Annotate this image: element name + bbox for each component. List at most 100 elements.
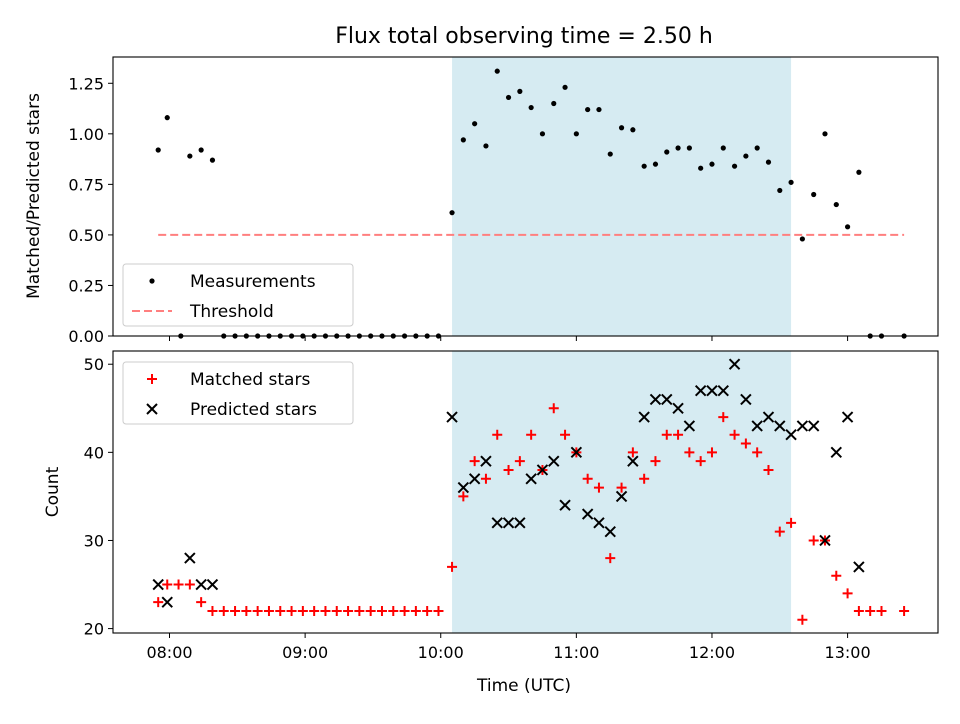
matched-star-point bbox=[207, 605, 218, 616]
measurement-point bbox=[788, 179, 794, 185]
matched-star-point bbox=[684, 447, 695, 458]
measurement-point bbox=[641, 163, 647, 169]
measurement-point bbox=[187, 153, 193, 159]
predicted-star-point bbox=[706, 384, 718, 397]
y-tick-label: 1.25 bbox=[68, 74, 104, 93]
matched-star-point bbox=[503, 464, 514, 475]
matched-star-point bbox=[480, 473, 491, 484]
predicted-star-point bbox=[152, 578, 164, 591]
measurement-point bbox=[731, 163, 738, 169]
legend-label: Matched stars bbox=[190, 370, 310, 390]
matched-star-point bbox=[433, 605, 444, 616]
panel-ratio-marks bbox=[155, 68, 907, 339]
matched-star-point bbox=[230, 605, 241, 616]
predicted-star-point bbox=[468, 473, 481, 485]
matched-star-point bbox=[388, 605, 399, 616]
predicted-star-point bbox=[615, 490, 628, 503]
matched-star-point bbox=[162, 579, 173, 590]
predicted-star-point bbox=[570, 446, 583, 459]
measurement-point bbox=[754, 145, 760, 151]
matched-star-point bbox=[275, 605, 286, 616]
matched-star-point bbox=[774, 526, 785, 537]
predicted-star-point bbox=[604, 525, 616, 538]
predicted-star-point bbox=[184, 552, 196, 564]
matched-star-point bbox=[365, 605, 376, 616]
predicted-star-point bbox=[457, 481, 470, 494]
measurement-point bbox=[562, 84, 568, 90]
predicted-star-point bbox=[683, 420, 696, 432]
measurement-point bbox=[686, 145, 692, 151]
measurement-point bbox=[856, 169, 862, 175]
measurement-point bbox=[743, 153, 749, 159]
predicted-star-point bbox=[751, 420, 763, 432]
matched-star-point bbox=[196, 597, 207, 608]
measurement-point bbox=[209, 157, 216, 163]
legend-dot-marker bbox=[149, 278, 155, 284]
y-tick-label: 0.00 bbox=[68, 327, 104, 346]
matched-star-point bbox=[695, 456, 706, 467]
matched-star-point bbox=[399, 605, 410, 616]
predicted-star-point bbox=[819, 534, 831, 547]
measurement-point bbox=[618, 125, 625, 131]
measurement-point bbox=[709, 161, 715, 167]
matched-star-point bbox=[740, 438, 751, 449]
predicted-star-point bbox=[830, 446, 842, 459]
predicted-star-point bbox=[807, 420, 820, 432]
matched-star-point bbox=[514, 456, 525, 467]
legend-box bbox=[122, 263, 354, 327]
measurement-point bbox=[517, 88, 523, 94]
predicted-star-point bbox=[559, 499, 571, 511]
matched-star-point bbox=[354, 605, 365, 616]
matched-star-point bbox=[718, 412, 729, 423]
measurement-point bbox=[551, 100, 557, 107]
legend-ratio: Measurements Threshold bbox=[122, 263, 354, 327]
matched-star-point bbox=[661, 429, 672, 440]
matched-star-point bbox=[605, 553, 616, 564]
matched-star-point bbox=[320, 605, 331, 616]
matched-star-point bbox=[422, 605, 433, 616]
predicted-star-point bbox=[694, 384, 707, 397]
predicted-star-point bbox=[548, 455, 560, 467]
x-tick-label: 11:00 bbox=[553, 643, 599, 662]
y-tick-label: 0.75 bbox=[68, 175, 104, 194]
predicted-star-point bbox=[774, 420, 786, 432]
measurement-point bbox=[799, 236, 805, 242]
predicted-star-point bbox=[638, 411, 650, 423]
matched-star-point bbox=[263, 605, 274, 616]
y-tick-label: 1.00 bbox=[68, 125, 104, 144]
predicted-star-point bbox=[491, 517, 503, 529]
matched-star-point bbox=[297, 605, 308, 616]
measurement-point bbox=[528, 104, 534, 111]
matched-star-point bbox=[673, 429, 684, 440]
chart-title: Flux total observing time = 2.50 h bbox=[335, 24, 713, 49]
measurement-point bbox=[664, 149, 670, 155]
matched-star-point bbox=[865, 605, 876, 616]
predicted-star-point bbox=[649, 393, 662, 406]
predicted-star-point bbox=[728, 358, 741, 370]
x-tick-label: 08:00 bbox=[146, 643, 192, 662]
x-tick-label: 10:00 bbox=[418, 643, 464, 662]
legend-label: Predicted stars bbox=[190, 400, 317, 420]
predicted-star-point bbox=[672, 402, 684, 414]
matched-star-point bbox=[616, 482, 627, 493]
measurement-point bbox=[720, 145, 726, 151]
measurement-point bbox=[573, 131, 579, 137]
y-tick-label: 20 bbox=[84, 620, 104, 639]
y-tick-label: 0.50 bbox=[68, 226, 104, 245]
predicted-star-point bbox=[740, 393, 752, 406]
legend-label: Measurements bbox=[190, 272, 316, 292]
measurement-point bbox=[483, 143, 489, 149]
matched-star-point bbox=[797, 614, 808, 625]
measurement-point bbox=[822, 131, 828, 137]
panel-counts-frame bbox=[112, 350, 939, 634]
top-y-axis-label: Matched/Predicted stars bbox=[24, 93, 44, 299]
measurement-point bbox=[198, 147, 204, 153]
matched-star-point bbox=[593, 482, 604, 493]
matched-star-point bbox=[808, 535, 819, 546]
matched-star-point bbox=[331, 605, 342, 616]
measurement-point bbox=[811, 191, 817, 198]
measurement-point bbox=[505, 94, 512, 101]
matched-star-point bbox=[153, 597, 164, 608]
